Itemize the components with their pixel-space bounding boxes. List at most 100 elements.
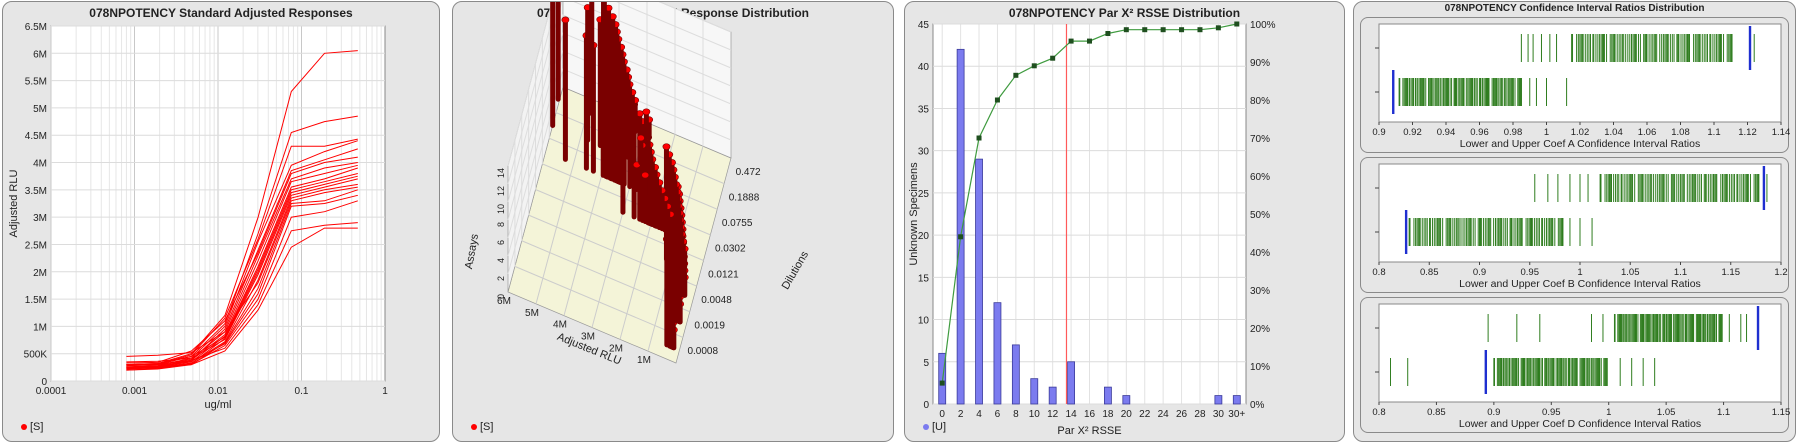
- x-tick-label: 1: [382, 386, 388, 397]
- cumulative-marker: [1234, 21, 1240, 27]
- ci-ratios-panel: 078NPOTENCY Confidence Interval Ratios D…: [1353, 1, 1796, 442]
- x-tick-label: 30: [1213, 409, 1225, 420]
- histogram-bar: [1030, 378, 1039, 405]
- assay-tick-label: 6: [496, 240, 506, 245]
- dilution-tick-label: 0.0755: [722, 218, 753, 229]
- response-distribution-panel: 078NPOTENCY Adjusted Response Distributi…: [452, 1, 894, 442]
- y-axis-label: Unknown Specimens: [908, 162, 920, 266]
- response-series-line: [126, 227, 358, 368]
- z-axis-label: Dilutions: [780, 249, 812, 292]
- y-tick-label: 30: [918, 147, 930, 158]
- response-series-line: [126, 189, 358, 371]
- x-tick-label: 1.1: [1674, 267, 1687, 278]
- x-tick-label: 14: [1066, 409, 1078, 420]
- assay-tick-label: 4: [496, 258, 506, 263]
- y-tick-label: 0: [923, 400, 929, 411]
- histogram-bar: [1011, 344, 1020, 405]
- x-tick-label: 0.95: [1521, 267, 1540, 278]
- cumulative-marker: [994, 97, 1000, 103]
- y2-tick-label: 20%: [1250, 324, 1270, 335]
- histogram-bar: [1104, 386, 1112, 405]
- y2-tick-label: 80%: [1250, 96, 1270, 107]
- x-tick-label: 0.001: [122, 386, 147, 397]
- x-tick-label: 0.92: [1403, 127, 1422, 138]
- x-tick-label: 1.08: [1671, 127, 1690, 138]
- x-tick-label: 12: [1047, 409, 1059, 420]
- y-tick-label: 2M: [33, 268, 47, 279]
- response-series-line: [126, 186, 358, 357]
- x-tick-label: 0.96: [1470, 127, 1489, 138]
- assay-tick-label: 10: [496, 204, 506, 214]
- y-tick-label: 10: [918, 316, 930, 327]
- cumulative-marker: [976, 135, 982, 141]
- x-tick-label: 0.9: [1473, 267, 1486, 278]
- standard-responses-panel: 078NPOTENCY Standard Adjusted Responses …: [2, 1, 440, 442]
- data-marker: [642, 108, 651, 116]
- x-tick-label: 1.04: [1604, 127, 1623, 138]
- y-tick-label: 5: [923, 358, 929, 369]
- y-axis-label: Adjusted RLU: [8, 170, 20, 238]
- x-tick-label: 0.8: [1372, 267, 1385, 278]
- x-axis-label: Lower and Upper Coef A Confidence Interv…: [1460, 138, 1700, 150]
- assay-tick-label: 0: [496, 294, 506, 299]
- x-tick-label: 0.1: [295, 386, 309, 397]
- floor-gridline: [535, 98, 592, 304]
- cumulative-marker: [1160, 27, 1166, 33]
- panel2-legend: [S]: [471, 421, 493, 433]
- response-series-line: [126, 140, 358, 368]
- coef-d-strip-chart: 0.8 0.85 0.9 0.95 1 1.05 1.1 1.15 Lower and Uppe…: [1372, 303, 1790, 430]
- x-tick-label: 22: [1139, 409, 1151, 420]
- x-tick-label: 1.1: [1707, 127, 1720, 138]
- rlu-tick-label: 3M: [581, 332, 595, 343]
- x-tick-label: 6: [995, 409, 1001, 420]
- coef-b-subpanel: 0.8 0.85 0.9 0.95 1 1.05 1.1 1.15 1.2 Lower and U…: [1360, 157, 1789, 293]
- x-axis-label: Lower and Upper Coef D Confidence Interv…: [1459, 418, 1701, 430]
- x-tick-label: 1.05: [1657, 407, 1676, 418]
- cumulative-marker: [958, 234, 964, 240]
- y-tick-label: 45: [918, 20, 930, 31]
- cumulative-marker: [1123, 27, 1129, 33]
- x-tick-label: 1.12: [1738, 127, 1757, 138]
- x-tick-label: 24: [1158, 409, 1170, 420]
- histogram-bar: [1232, 395, 1241, 405]
- x-tick-label: 0.9: [1372, 127, 1385, 138]
- x-tick-label: 0.0001: [36, 386, 67, 397]
- rlu-tick-label: 4M: [553, 320, 567, 331]
- x-tick-label: 1.15: [1722, 267, 1741, 278]
- y-tick-label: 500K: [24, 350, 48, 361]
- y-tick-label: 4M: [33, 159, 47, 170]
- y-tick-label: 25: [918, 189, 930, 200]
- x-tick-label: 2: [958, 409, 964, 420]
- y2-tick-label: 100%: [1250, 20, 1276, 31]
- x-tick-label: 1.05: [1621, 267, 1640, 278]
- rlu-tick-label: 6M: [497, 296, 511, 307]
- y2-tick-label: 10%: [1250, 362, 1270, 373]
- y-tick-label: 4.5M: [25, 131, 47, 142]
- coef-a-strip-chart: 0.9 0.92 0.94 0.96 0.98 1 1.02 1.04 1.06 1.08 1.1 1…: [1372, 23, 1790, 150]
- x-tick-label: 10: [1029, 409, 1041, 420]
- x-tick-label: 1.14: [1772, 127, 1790, 138]
- y-tick-label: 35: [918, 104, 930, 115]
- x-tick-label: 8: [1013, 409, 1019, 420]
- x-tick-label: 0: [939, 409, 945, 420]
- standard-responses-chart: 0 500K 1M 1.5M 2M 2.5M 3M 3.5M 4M 4.5M 5M 5.5M 6M 6.5…: [8, 22, 388, 411]
- dilution-tick-label: 0.0121: [708, 269, 739, 280]
- panel3-legend-label: [U]: [932, 421, 947, 433]
- panel1-title: 078NPOTENCY Standard Adjusted Responses: [89, 6, 353, 20]
- x-tick-label: 0.85: [1420, 267, 1439, 278]
- data-marker: [641, 171, 650, 179]
- data-marker: [636, 134, 645, 142]
- histogram-bar: [975, 158, 983, 405]
- x-tick-label: 0.9: [1487, 407, 1500, 418]
- x-axis-label: ug/ml: [205, 399, 232, 411]
- assay-tick-label: 2: [496, 276, 506, 281]
- y-tick-label: 1.5M: [25, 295, 47, 306]
- panel3-legend: [U]: [923, 421, 946, 433]
- assay-tick-label: 14: [496, 168, 506, 178]
- panel1-legend: [S]: [21, 421, 43, 433]
- panel1-legend-label: [S]: [30, 421, 44, 433]
- x-tick-label: 1.2: [1774, 267, 1787, 278]
- cumulative-marker: [1142, 27, 1148, 33]
- x-tick-label: 26: [1176, 409, 1188, 420]
- cumulative-marker: [1031, 63, 1037, 69]
